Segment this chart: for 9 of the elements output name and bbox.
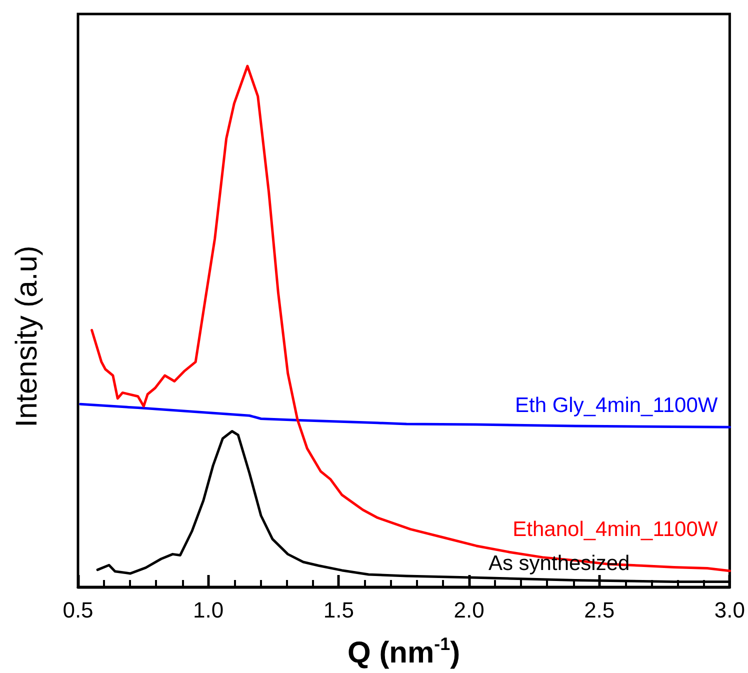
x-tick-label: 1.5 [323, 598, 354, 622]
x-tick-label: 2.5 [584, 598, 615, 622]
x-tick-label: 3.0 [714, 598, 746, 622]
series-label: Ethanol_4min_1100W [512, 518, 718, 541]
x-tick-label: 1.0 [193, 598, 224, 622]
series-label: Eth Gly_4min_1100W [514, 394, 718, 418]
y-axis-title: Intensity (a.u) [10, 246, 44, 428]
x-tick-label: 0.5 [62, 598, 94, 622]
x-tick-label: 2.0 [454, 598, 484, 622]
